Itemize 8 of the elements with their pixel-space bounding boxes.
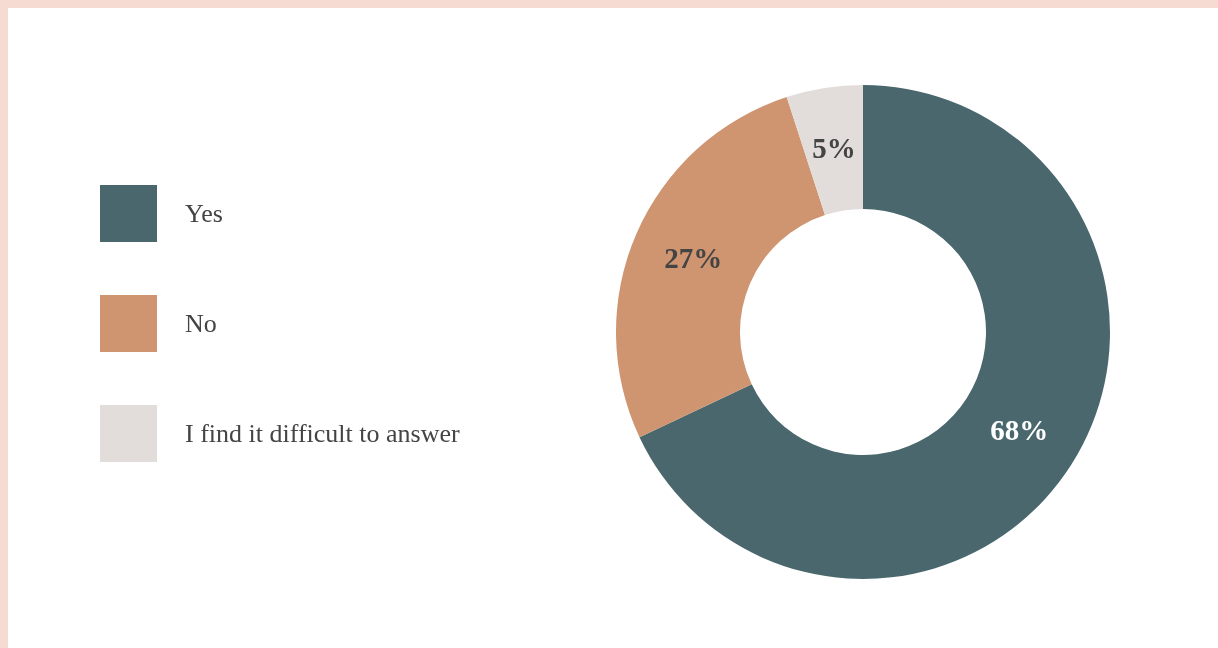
legend-label: I find it difficult to answer [185, 418, 460, 448]
donut-slice [786, 85, 863, 216]
legend-label: No [185, 308, 217, 338]
data-label: 27% [664, 241, 723, 274]
data-label: 5% [812, 132, 856, 165]
legend-label: Yes [185, 198, 223, 228]
data-label: 68% [990, 414, 1049, 447]
donut-slice [639, 85, 1110, 579]
